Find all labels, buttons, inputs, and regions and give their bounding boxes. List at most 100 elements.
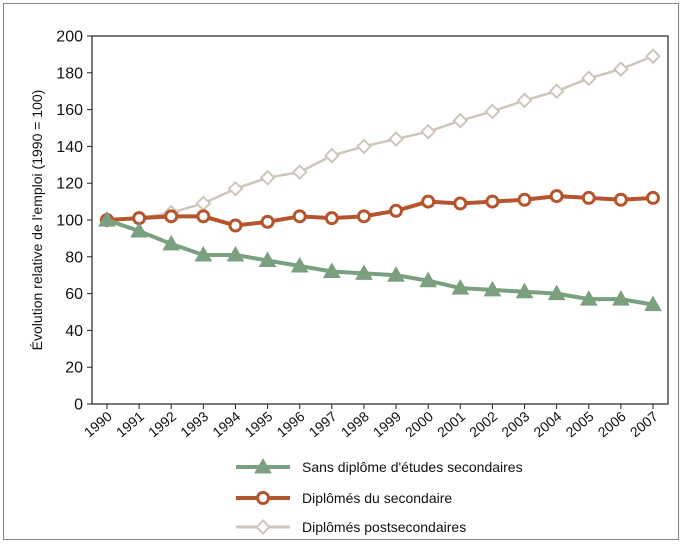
data-point-triangle [98, 210, 116, 227]
data-point-triangle [290, 256, 309, 273]
data-point-circle [356, 209, 371, 224]
data-point-circle [292, 209, 307, 224]
data-point-circle [581, 190, 596, 205]
x-tick-label: 1992 [145, 408, 179, 440]
legend-label: Sans diplôme d'études secondaires [302, 459, 523, 475]
y-tick-label: 60 [65, 286, 83, 303]
plot-border [91, 35, 669, 405]
y-tick-label: 200 [56, 29, 83, 46]
y-tick-label: 80 [65, 249, 83, 266]
x-tick-label: 1994 [209, 408, 243, 440]
data-point-triangle [162, 234, 181, 251]
data-point-circle [324, 211, 339, 226]
x-tick-label: 2001 [434, 408, 468, 440]
legend-marker-circle [256, 491, 270, 505]
legend: Sans diplôme d'études secondaires Diplômé… [236, 457, 523, 535]
data-point-circle [196, 209, 211, 224]
x-tick-label: 1998 [338, 408, 372, 440]
data-point-diamond [356, 138, 372, 155]
y-tick-label: 0 [74, 397, 83, 414]
x-tick-label: 1999 [370, 408, 404, 440]
series-circle [100, 189, 660, 233]
data-point-circle [517, 192, 532, 207]
data-point-circle [260, 214, 275, 229]
data-point-circle [132, 211, 147, 226]
data-point-circle [549, 189, 564, 204]
data-point-circle [164, 209, 179, 224]
legend-marker-diamond [255, 519, 271, 535]
data-point-diamond [420, 123, 437, 140]
data-point-triangle [612, 290, 630, 306]
data-point-diamond [291, 164, 308, 181]
y-tick-label: 180 [56, 65, 83, 82]
data-point-triangle [547, 284, 566, 301]
data-point-circle [485, 194, 500, 209]
data-point-diamond [484, 103, 501, 120]
data-point-circle [389, 203, 404, 218]
data-point-triangle [258, 251, 277, 267]
data-point-diamond [195, 195, 212, 212]
plot-area [91, 35, 669, 405]
series-line [106, 194, 654, 228]
y-tick-label: 20 [65, 360, 83, 377]
x-tick-label: 1997 [306, 408, 340, 440]
x-tick-label: 2002 [466, 408, 500, 440]
data-point-circle [453, 196, 468, 211]
data-point-triangle [483, 280, 502, 297]
data-point-triangle [387, 266, 405, 282]
data-point-diamond [516, 92, 533, 109]
data-point-diamond [580, 70, 597, 87]
x-tick-label: 2000 [402, 408, 436, 440]
data-point-triangle [644, 295, 662, 312]
data-point-triangle [579, 290, 598, 306]
legend-marker-triangle [254, 457, 272, 474]
x-tick-label: 1995 [241, 408, 275, 440]
data-point-circle [646, 190, 660, 205]
x-tick-label: 1996 [273, 408, 307, 440]
y-axis: 0 20 40 60 80 100 120 140 160 180 200 [56, 29, 92, 414]
data-point-circle [421, 194, 436, 209]
data-point-diamond [645, 48, 661, 65]
data-point-diamond [452, 112, 469, 129]
x-tick-label: 2006 [595, 408, 629, 440]
x-tick-label: 2003 [498, 408, 532, 440]
legend-item: Diplômés postsecondaires [236, 519, 466, 535]
y-tick-label: 40 [65, 323, 83, 340]
data-point-circle [228, 218, 243, 233]
x-tick-label: 1991 [113, 408, 147, 440]
legend-item: Diplômés du secondaire [236, 490, 452, 506]
data-point-triangle [419, 271, 438, 288]
data-point-triangle [355, 264, 373, 280]
legend-label: Diplômés postsecondaires [302, 519, 466, 535]
y-tick-label: 100 [56, 213, 83, 230]
x-tick-label: 2007 [627, 408, 661, 440]
data-point-triangle [194, 245, 213, 262]
data-point-triangle [226, 245, 245, 262]
data-point-circle [613, 192, 628, 207]
series-triangle [98, 210, 662, 312]
data-point-triangle [130, 222, 148, 238]
legend-label: Diplômés du secondaire [302, 490, 452, 506]
data-point-triangle [322, 262, 341, 279]
x-tick-label: 2004 [530, 408, 564, 440]
data-point-diamond [227, 180, 244, 197]
series-group [98, 48, 662, 312]
y-tick-label: 160 [56, 102, 83, 119]
x-tick-label: 1993 [177, 408, 211, 440]
data-point-diamond [612, 61, 629, 78]
legend-item: Sans diplôme d'études secondaires [236, 457, 523, 475]
x-tick-label: 2005 [563, 408, 597, 440]
data-point-triangle [515, 282, 534, 299]
series-line [106, 218, 654, 307]
data-point-triangle [451, 279, 470, 295]
x-tick-label: 1990 [81, 408, 115, 440]
data-point-diamond [548, 83, 565, 100]
y-tick-label: 140 [56, 139, 83, 156]
y-tick-label: 120 [56, 176, 83, 193]
data-point-diamond [388, 131, 404, 147]
data-point-diamond [259, 169, 276, 186]
series-diamond [99, 48, 661, 228]
x-axis: 1990199119921993199419951996199719981999… [81, 404, 661, 440]
data-point-diamond [323, 147, 340, 164]
